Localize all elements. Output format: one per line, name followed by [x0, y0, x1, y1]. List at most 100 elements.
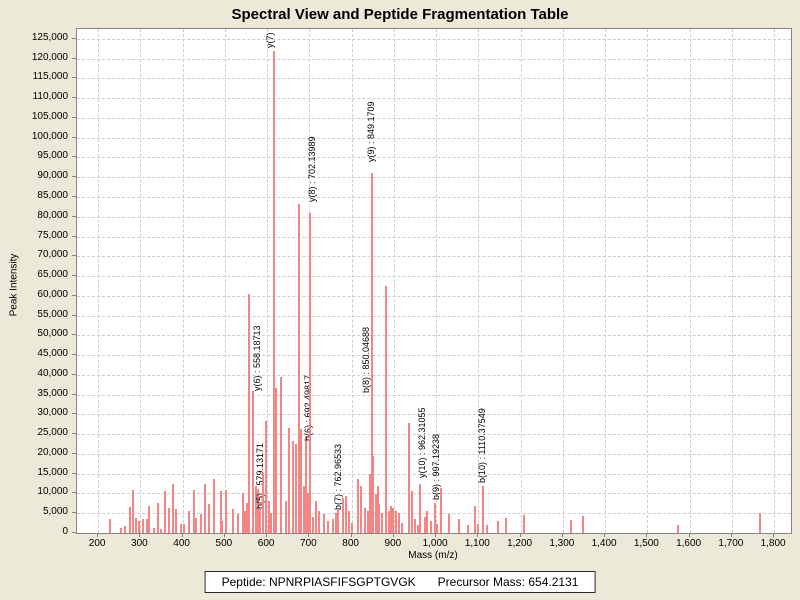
- x-axis-tick: [688, 533, 690, 537]
- spectrum-peak: [368, 473, 371, 533]
- x-axis-tick: [519, 533, 521, 537]
- spectrum-peak: [309, 212, 312, 533]
- y-axis-tick: [72, 314, 76, 316]
- peak-annotation: y(10) : 962.31055: [417, 407, 428, 478]
- x-axis-tick: [97, 533, 99, 537]
- spectrum-peak: [307, 493, 310, 533]
- gridline-horizontal: [77, 137, 791, 139]
- spectrum-peak: [236, 514, 239, 533]
- y-axis-tick: [72, 512, 76, 514]
- spectrum-peak: [477, 523, 480, 533]
- spectrum-peak: [419, 483, 422, 533]
- spectrum-plot-area: y(6) : 558.18713 b(5) : 579.13171 y(7) : b(…: [76, 28, 792, 534]
- spectrum-peak: [466, 525, 469, 533]
- y-axis-tick-label: 15,000: [37, 466, 68, 478]
- spectrum-peak: [153, 527, 156, 533]
- spectrum-peak: [345, 495, 348, 533]
- spectrum-peak: [261, 472, 264, 533]
- x-axis-tick: [435, 533, 437, 537]
- spectrum-peak: [193, 489, 196, 533]
- spectrum-peak: [392, 508, 395, 533]
- spectrum-peak: [257, 489, 260, 533]
- spectrum-peak: [270, 513, 273, 533]
- x-axis-tick-label: 1,700: [718, 538, 744, 549]
- spectrum-peak: [248, 293, 251, 533]
- spectrum-peak: [374, 493, 377, 533]
- x-axis-tick-label: 1,100: [464, 538, 490, 549]
- spectrum-peak: [485, 525, 488, 533]
- gridline-vertical: [731, 29, 733, 533]
- y-axis-tick-label: 65,000: [37, 269, 68, 281]
- peak-annotation: b(8) : 850.04688: [360, 326, 371, 393]
- spectrum-peak: [255, 485, 258, 533]
- spectrum-peak: [348, 510, 351, 533]
- gridline-horizontal: [77, 58, 791, 60]
- spectrum-peak: [334, 513, 337, 533]
- y-axis-tick: [72, 334, 76, 336]
- gridline-horizontal: [77, 434, 791, 436]
- y-axis-tick-label: 100,000: [31, 130, 68, 142]
- gridline-horizontal: [77, 98, 791, 100]
- spectrum-peak: [183, 523, 186, 533]
- peak-annotation: y(7) :: [264, 28, 275, 48]
- x-axis-tick-label: 1,200: [507, 538, 533, 549]
- y-axis-tick-label: 115,000: [32, 71, 68, 83]
- x-axis-tick: [181, 533, 183, 537]
- precursor-mass-label: Precursor Mass: 654.2131: [437, 575, 579, 589]
- gridline-horizontal: [77, 414, 791, 416]
- y-axis-tick: [72, 393, 76, 395]
- gridline-horizontal: [77, 276, 791, 278]
- x-axis-tick-label: 1,800: [760, 538, 786, 549]
- gridline-vertical: [436, 29, 438, 533]
- y-axis-tick: [72, 373, 76, 375]
- gridline-vertical: [182, 29, 184, 533]
- y-axis-tick-label: 75,000: [37, 229, 68, 241]
- x-axis-tick: [308, 533, 310, 537]
- spectrum-peak: [200, 514, 203, 533]
- spectrum-peak: [187, 510, 190, 533]
- y-axis-tick: [72, 472, 76, 474]
- y-axis-tick: [72, 452, 76, 454]
- y-axis-tick: [72, 433, 76, 435]
- spectrum-peak: [175, 509, 178, 533]
- y-axis-tick-label: 105,000: [31, 110, 68, 122]
- spectrum-peak: [413, 519, 416, 533]
- y-axis-tick-label: 85,000: [37, 190, 68, 201]
- gridline-vertical: [605, 29, 607, 533]
- spectrum-peak: [433, 502, 436, 533]
- spectrum-peak: [387, 510, 390, 533]
- peak-annotation: y(9) : 849.1709: [366, 101, 377, 163]
- gridline-horizontal: [77, 216, 791, 218]
- y-axis-tick-label: 70,000: [37, 249, 68, 261]
- gridline-vertical: [520, 29, 522, 533]
- y-axis-tick-label: 40,000: [37, 367, 68, 379]
- spectrum-peak: [582, 516, 585, 533]
- spectrum-peak: [411, 491, 414, 533]
- gridline-horizontal: [77, 315, 791, 317]
- y-axis-tick: [72, 116, 76, 118]
- x-axis-tick: [773, 533, 775, 537]
- spectrum-peak: [364, 508, 367, 533]
- y-axis-tick-label: 35,000: [37, 387, 68, 399]
- gridline-horizontal: [77, 78, 791, 80]
- y-axis-tick: [72, 97, 76, 99]
- gridline-horizontal: [77, 197, 791, 198]
- spectrum-peak: [242, 493, 245, 533]
- x-axis-tick: [392, 533, 394, 537]
- spectrum-peak: [332, 519, 335, 533]
- gridline-vertical: [98, 29, 100, 533]
- spectrum-peak: [157, 502, 160, 533]
- y-axis-tick: [72, 294, 76, 296]
- gridline-horizontal: [77, 295, 791, 297]
- peptide-info-box: Peptide: NPNRPIASFIFSGPTGVGK Precursor Ma…: [204, 571, 596, 593]
- x-axis-tick: [646, 533, 648, 537]
- spectrum-peak: [259, 509, 262, 533]
- y-axis-tick: [72, 136, 76, 138]
- y-axis-tick: [72, 37, 76, 39]
- spectrum-peak: [305, 436, 308, 533]
- spectrum-peak: [416, 525, 419, 533]
- spectrum-peak: [300, 429, 303, 533]
- spectrum-peak: [318, 510, 321, 533]
- spectrum-peak: [275, 387, 278, 533]
